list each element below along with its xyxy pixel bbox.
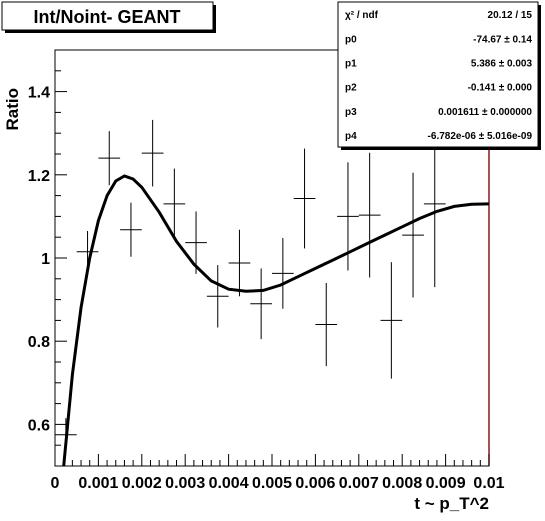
data-point xyxy=(272,238,294,309)
title-box: Int/Noint- GEANT xyxy=(1,1,216,33)
stats-rows: χ² / ndf 20.12 / 15 p0 -74.67 ± 0.14 p1 5.386… xyxy=(345,10,532,142)
x-tick-label: 0.005 xyxy=(252,475,292,492)
stats-row-label: p1 xyxy=(345,58,357,69)
x-tick-label: 0.009 xyxy=(426,475,466,492)
stats-row-value: -6.782e-06 ± 5.016e-09 xyxy=(428,131,533,142)
stats-row-value: 20.12 / 15 xyxy=(488,10,533,21)
chart-title: Int/Noint- GEANT xyxy=(34,7,181,27)
x-axis-title: t ~ p_T^2 xyxy=(414,494,489,513)
stats-row-label: p3 xyxy=(345,107,357,118)
y-tick-label: 1.2 xyxy=(28,168,50,185)
data-point xyxy=(250,268,272,340)
data-point xyxy=(358,152,381,278)
y-tick-label: 1 xyxy=(41,251,50,268)
y-tick-label: 0.6 xyxy=(28,417,50,434)
y-tick-label: 1.4 xyxy=(28,85,50,102)
x-tick-label: 0.008 xyxy=(382,475,422,492)
stats-row-label: p4 xyxy=(345,131,357,142)
x-tick-label: 0 xyxy=(51,475,60,492)
y-axis: 0.6 0.8 1 1.2 1.4 xyxy=(28,49,67,467)
data-point xyxy=(293,148,316,249)
data-point xyxy=(141,119,164,187)
stats-row-value: 0.001611 ± 0.000000 xyxy=(438,107,532,118)
stats-row-label: p2 xyxy=(345,83,357,94)
title-box-frame xyxy=(1,1,214,31)
stats-row-value: -74.67 ± 0.14 xyxy=(473,34,532,45)
x-tick-label: 0.006 xyxy=(295,475,335,492)
stats-row-label: p0 xyxy=(345,34,357,45)
x-tick-label: 0.01 xyxy=(473,475,504,492)
data-point xyxy=(315,282,338,367)
data-point xyxy=(98,131,121,186)
stats-row-value: -0.141 ± 0.000 xyxy=(468,83,533,94)
x-tick-label: 0.003 xyxy=(165,475,205,492)
data-points xyxy=(55,119,446,452)
x-axis: 0 0.001 0.002 0.003 0.004 0.005 0.006 0.007 0.00… xyxy=(51,454,505,492)
stats-row-label: χ² / ndf xyxy=(345,10,379,21)
data-point xyxy=(185,211,207,274)
stats-box-frame xyxy=(337,1,539,148)
data-point xyxy=(380,262,403,379)
fit-curve xyxy=(62,174,490,467)
y-tick-label: 0.8 xyxy=(28,334,50,351)
x-tick-label: 0.002 xyxy=(122,475,162,492)
stats-row-value: 5.386 ± 0.003 xyxy=(471,58,533,69)
x-tick-label: 0.007 xyxy=(339,475,379,492)
data-point xyxy=(402,172,424,298)
data-point xyxy=(120,202,142,257)
data-point xyxy=(206,265,229,328)
x-tick-label: 0.001 xyxy=(78,475,118,492)
data-point xyxy=(228,229,251,297)
y-axis-title: Ratio xyxy=(3,88,22,131)
x-tick-label: 0.004 xyxy=(209,475,249,492)
data-point xyxy=(163,168,186,240)
stats-box: χ² / ndf 20.12 / 15 p0 -74.67 ± 0.14 p1 5.386… xyxy=(337,1,541,150)
